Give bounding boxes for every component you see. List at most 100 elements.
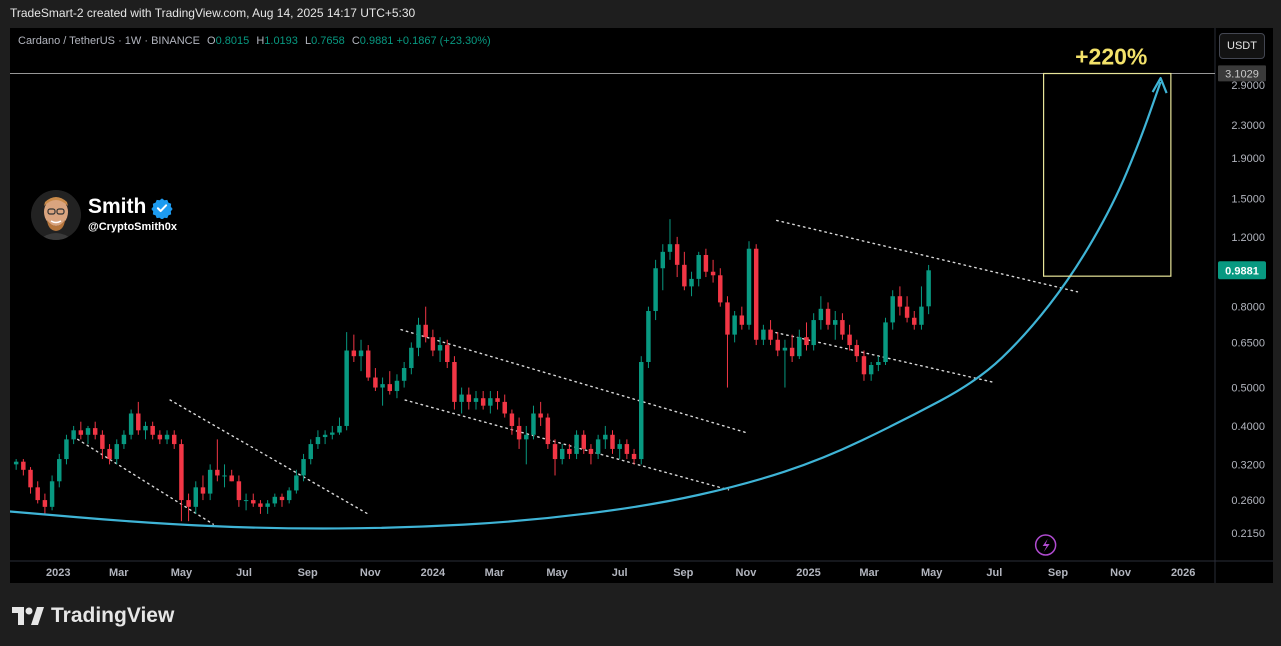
candle-body [222, 475, 227, 477]
candle-body [301, 459, 306, 476]
candle-body [567, 448, 572, 454]
tradingview-logo-icon [12, 607, 44, 625]
time-tick-label: Jul [986, 567, 1002, 579]
time-tick-label: Mar [109, 567, 129, 579]
candle-body [926, 270, 931, 307]
candle-body [631, 453, 637, 460]
candle-body [92, 428, 98, 435]
time-tick-label: Mar [485, 567, 505, 579]
channel-trendline-upper [169, 399, 371, 517]
candle-body [272, 496, 278, 504]
candle-body [488, 398, 493, 406]
candle-body [825, 308, 831, 325]
time-tick-label: May [921, 567, 943, 579]
author-name: Smith [88, 195, 147, 218]
price-tick-label: 0.5000 [1231, 383, 1265, 395]
time-tick-label: Jul [612, 567, 628, 579]
channel-trendline-upper [400, 328, 747, 434]
avatar-image [31, 190, 81, 240]
channel-trendline-upper [776, 219, 1079, 293]
candle-body [495, 398, 500, 402]
candle-body [876, 361, 881, 365]
candle-body [143, 425, 148, 431]
candle-body [912, 317, 917, 325]
channel-trendline-lower [769, 330, 996, 384]
currency-button[interactable]: USDT [1219, 33, 1265, 59]
candle-body [107, 448, 112, 460]
chart-panel[interactable]: 3.50002.90002.30001.90001.50001.20000.80… [10, 28, 1273, 583]
candle-body [710, 271, 716, 276]
high-label: H [256, 35, 265, 47]
candle-body [207, 469, 213, 494]
time-tick-label: Sep [1048, 567, 1068, 579]
candle-body [854, 345, 860, 357]
candle-body [667, 244, 673, 252]
candle-body [351, 350, 357, 357]
candle-body [581, 434, 586, 449]
symbol-title: Cardano / TetherUS · 1W · BINANCE [18, 35, 200, 47]
candle-body [243, 500, 249, 502]
brand-name: TradingView [51, 604, 175, 627]
candle-body [538, 413, 543, 418]
change-value: +0.1867 (+23.30%) [396, 35, 491, 47]
support-curve [10, 81, 1162, 530]
candle-body [236, 481, 242, 501]
candle-body [660, 251, 666, 269]
symbol-legend: Cardano / TetherUS · 1W · BINANCE O0.801… [18, 35, 491, 47]
candle-body [437, 345, 443, 351]
candle-body [531, 413, 536, 435]
candle-body [545, 417, 551, 445]
candle-body [904, 306, 910, 318]
candle-body [78, 430, 84, 435]
candle-body [804, 337, 809, 346]
candle-body [100, 434, 105, 449]
last-price-label: 0.9881 [1225, 265, 1259, 277]
candle-body [761, 329, 766, 340]
author-avatar [31, 190, 81, 240]
candle-body [840, 320, 845, 335]
candle-body [639, 361, 644, 460]
candle-body [387, 384, 392, 392]
price-tick-label: 1.2000 [1231, 232, 1265, 244]
candle-body [42, 500, 48, 507]
candle-body [588, 448, 594, 454]
chart-attribution: TradeSmart-2 created with TradingView.co… [10, 6, 416, 20]
candle-body [725, 302, 730, 335]
candle-body [322, 434, 328, 438]
candle-body [689, 278, 694, 287]
candle-body [258, 503, 263, 507]
footer-logo[interactable]: TradingView [12, 602, 174, 630]
candle-body [653, 268, 658, 312]
candle-body [452, 361, 457, 402]
candle-body [480, 398, 486, 406]
candle-body [595, 439, 601, 454]
time-tick-label: Mar [859, 567, 879, 579]
candle-body [85, 428, 91, 435]
candle-body [445, 345, 450, 362]
target-price-label: 3.1029 [1225, 68, 1259, 80]
candle-body [797, 337, 802, 357]
candle-body [157, 434, 163, 440]
curve-arrowhead-icon [1151, 76, 1168, 94]
candle-body [789, 347, 795, 357]
price-tick-label: 0.4000 [1231, 421, 1265, 433]
price-tick-label: 1.9000 [1231, 153, 1265, 165]
candle-body [552, 444, 558, 460]
time-tick-label: Sep [673, 567, 693, 579]
candle-body [811, 320, 816, 346]
candle-body [28, 469, 33, 488]
candle-body [21, 461, 26, 470]
time-tick-label: May [171, 567, 193, 579]
time-tick-label: 2024 [421, 567, 446, 579]
time-tick-label: Nov [1110, 567, 1132, 579]
candle-body [171, 434, 177, 445]
time-tick-label: 2025 [796, 567, 820, 579]
candle-body [229, 475, 234, 482]
close-value: 0.9881 [359, 35, 394, 47]
high-value: 1.0193 [264, 35, 298, 47]
candle-body [430, 337, 436, 351]
price-chart[interactable]: 3.50002.90002.30001.90001.50001.20000.80… [10, 28, 1273, 583]
target-box [1042, 72, 1172, 277]
candle-body [64, 439, 69, 460]
candle-body [294, 475, 299, 491]
